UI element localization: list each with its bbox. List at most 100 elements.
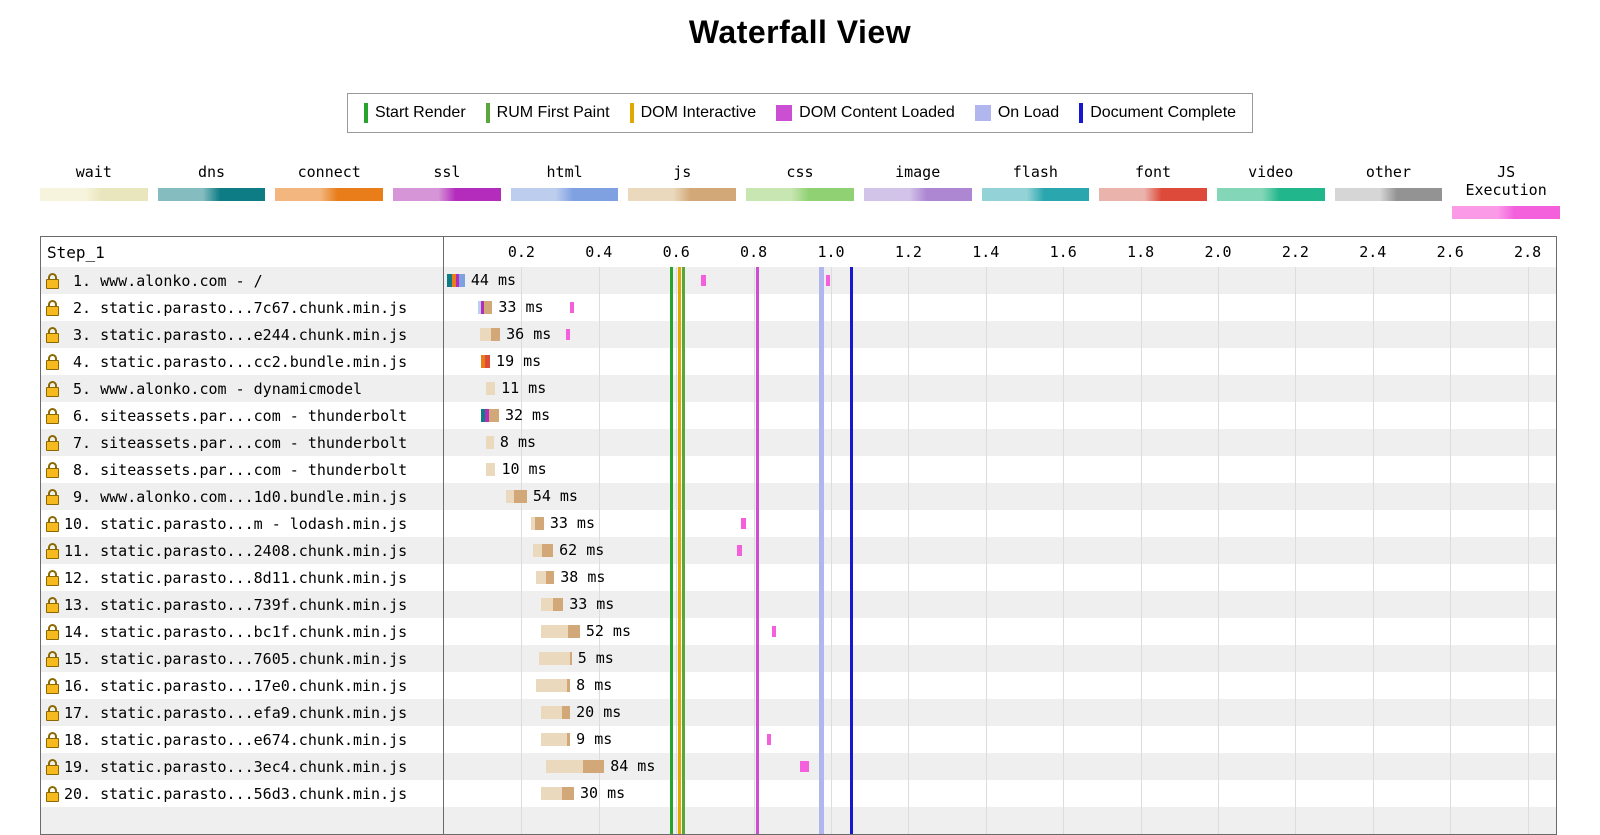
request-timeline: 30 ms [444, 780, 1556, 807]
bar-segment-js [488, 409, 499, 422]
request-row[interactable]: 14. static.parasto...bc1f.chunk.min.js 52… [41, 618, 1556, 645]
lock-icon [46, 299, 59, 316]
resource-type-bar [1099, 188, 1207, 201]
request-timeline: 38 ms [444, 564, 1556, 591]
request-row[interactable]: 10. static.parasto...m - lodash.min.js 33… [41, 510, 1556, 537]
request-timeline: 52 ms [444, 618, 1556, 645]
resource-type-label: wait [75, 163, 112, 181]
request-label-cell: 20. static.parasto...56d3.chunk.min.js [41, 780, 444, 807]
duration-label: 30 ms [580, 784, 626, 802]
request-label: 7. siteassets.par...com - thunderbolt [64, 433, 408, 452]
bar-segment-html [459, 274, 465, 287]
bar-segment-js_light [541, 787, 563, 800]
request-row[interactable]: 12. static.parasto...8d11.chunk.min.js 38… [41, 564, 1556, 591]
legend-item-dom-content-loaded: DOM Content Loaded [776, 104, 955, 122]
bar-segment-js_light [479, 328, 491, 341]
resource-legend-item-html: html [510, 163, 619, 219]
request-row[interactable]: 16. static.parasto...17e0.chunk.min.js 8 … [41, 672, 1556, 699]
request-row[interactable]: 1. www.alonko.com - / 44 ms [41, 267, 1556, 294]
request-label-cell: 9. www.alonko.com...1d0.bundle.min.js [41, 483, 444, 510]
resource-legend-item-font: font [1099, 163, 1207, 219]
bar-segment-connect [451, 274, 456, 287]
request-row[interactable]: 18. static.parasto...e674.chunk.min.js 9 … [41, 726, 1556, 753]
axis-tick-label: 0.6 [662, 243, 690, 261]
resource-type-label: connect [297, 163, 361, 181]
request-row[interactable]: 2. static.parasto...7c67.chunk.min.js 33 … [41, 294, 1556, 321]
request-timeline: 54 ms [444, 483, 1556, 510]
resource-type-label: JS Execution [1465, 163, 1547, 199]
duration-label: 9 ms [576, 730, 613, 748]
lock-icon [46, 461, 59, 478]
request-timeline: 33 ms [444, 591, 1556, 618]
bar-segment-dns [481, 409, 485, 422]
lock-icon [46, 623, 59, 640]
bar-segment-js_light [486, 463, 496, 476]
request-row[interactable]: 15. static.parasto...7605.chunk.min.js 5 … [41, 645, 1556, 672]
resource-legend-item-js: js [628, 163, 737, 219]
request-row[interactable]: 8. siteassets.par...com - thunderbolt 10 … [41, 456, 1556, 483]
event-legend-wrap: Start Render RUM First Paint DOM Interacti… [0, 93, 1600, 133]
request-row[interactable]: 4. static.parasto...cc2.bundle.min.js 19 … [41, 348, 1556, 375]
request-timeline: 36 ms [444, 321, 1556, 348]
request-row[interactable]: 7. siteassets.par...com - thunderbolt 8 m… [41, 429, 1556, 456]
request-label-cell: 11. static.parasto...2408.chunk.min.js [41, 537, 444, 564]
lock-icon [46, 677, 59, 694]
bar-segment-js [490, 328, 501, 341]
request-label-cell: 13. static.parasto...739f.chunk.min.js [41, 591, 444, 618]
request-label: 9. www.alonko.com...1d0.bundle.min.js [64, 487, 408, 506]
resource-legend-item-connect: connect [275, 163, 384, 219]
request-row[interactable]: 11. static.parasto...2408.chunk.min.js 62… [41, 537, 1556, 564]
waterfall-rows: 1. www.alonko.com - / 44 ms 2. static.par… [41, 267, 1556, 834]
step-label: Step_1 [41, 237, 444, 267]
request-row[interactable]: 13. static.parasto...739f.chunk.min.js 33… [41, 591, 1556, 618]
request-label: 11. static.parasto...2408.chunk.min.js [64, 541, 408, 560]
resource-type-label: dns [197, 163, 226, 181]
resource-type-bar [510, 188, 619, 201]
duration-label: 19 ms [496, 352, 542, 370]
axis-tick-label: 2.4 [1359, 243, 1387, 261]
request-row[interactable]: 20. static.parasto...56d3.chunk.min.js 30… [41, 780, 1556, 807]
axis-tick-label: 2.2 [1281, 243, 1309, 261]
resource-type-bar [157, 188, 266, 201]
axis-tick-label: 2.6 [1436, 243, 1464, 261]
lock-icon [46, 758, 59, 775]
lock-icon [46, 272, 59, 289]
request-row[interactable]: 6. siteassets.par...com - thunderbolt 32 … [41, 402, 1556, 429]
duration-label: 44 ms [470, 271, 517, 289]
request-label: 3. static.parasto...e244.chunk.min.js [64, 325, 408, 344]
duration-label: 33 ms [498, 298, 544, 316]
request-row[interactable]: 5. www.alonko.com - dynamicmodel 11 ms [41, 375, 1556, 402]
page-title: Waterfall View [688, 14, 912, 50]
request-label: 1. www.alonko.com - / [64, 271, 263, 290]
request-row[interactable]: 17. static.parasto...efa9.chunk.min.js 20… [41, 699, 1556, 726]
request-row[interactable]: 9. www.alonko.com...1d0.bundle.min.js 54 … [41, 483, 1556, 510]
bar-segment-connect [481, 355, 486, 368]
bar-segment-js [567, 679, 571, 692]
legend-item-dom-interactive: DOM Interactive [629, 103, 757, 123]
request-row[interactable]: 19. static.parasto...3ec4.chunk.min.js 84… [41, 753, 1556, 780]
axis-tick-label: 0.4 [585, 243, 613, 261]
legend-item-document-complete: Document Complete [1079, 103, 1236, 123]
js-execution-marker [800, 761, 809, 772]
request-row[interactable]: 3. static.parasto...e244.chunk.min.js 36 … [41, 321, 1556, 348]
resource-legend-item-other: other [1334, 163, 1443, 219]
bar-segment-js [562, 706, 571, 719]
bar-segment-js_light [505, 490, 514, 503]
duration-label: 52 ms [585, 622, 631, 640]
waterfall-page: Waterfall View Start Render RUM First Pai… [0, 14, 1600, 835]
axis-tick-label: 1.4 [972, 243, 1000, 261]
rum-first-paint-marker-icon [485, 103, 490, 123]
js-execution-marker [565, 329, 570, 340]
bar-segment-ssl [481, 301, 485, 314]
lock-icon [46, 569, 59, 586]
bar-segment-js_light [541, 706, 563, 719]
bar-segment-js_light [486, 382, 496, 395]
legend-item-start-render: Start Render [363, 103, 466, 123]
request-label: 12. static.parasto...8d11.chunk.min.js [64, 568, 408, 587]
legend-label: DOM Interactive [640, 104, 757, 121]
request-label-cell: 12. static.parasto...8d11.chunk.min.js [41, 564, 444, 591]
resource-type-bar [275, 188, 384, 201]
js-execution-marker [700, 275, 706, 286]
bar-segment-js [484, 301, 493, 314]
request-timeline: 19 ms [444, 348, 1556, 375]
